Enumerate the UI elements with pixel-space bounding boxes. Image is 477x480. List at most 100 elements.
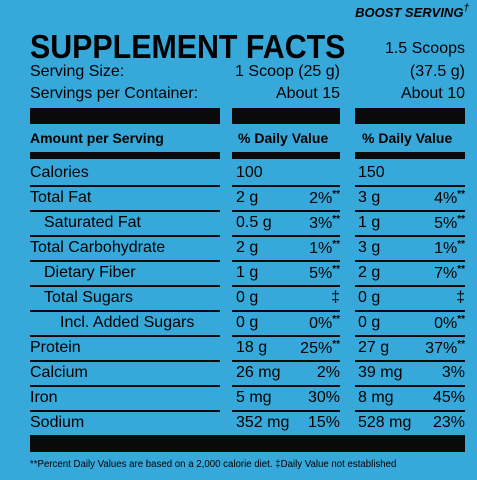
amount: 5 mg: [236, 389, 272, 406]
medium-bar: [30, 152, 220, 159]
boost-text: BOOST SERVING: [355, 5, 464, 20]
dv-value: 3%: [309, 215, 333, 232]
dv-value: 5%: [434, 215, 458, 232]
amount: 0 g: [358, 314, 381, 331]
dv-value: 2%: [309, 190, 333, 207]
row-rule: [355, 185, 465, 187]
nutrient-name: Total Sugars: [44, 289, 133, 306]
row-rule: [30, 235, 220, 237]
row-rule: [30, 410, 220, 412]
amount: 26 mg: [236, 364, 281, 381]
dv-mark: **: [332, 239, 340, 250]
dv-value: 1%: [309, 240, 333, 257]
nutrient-name: Sodium: [30, 414, 85, 431]
dv-header-1: % Daily Value: [238, 130, 329, 146]
nutrient-name: Iron: [30, 389, 58, 406]
amount: 27 g: [358, 339, 390, 356]
amount: 39 mg: [358, 364, 403, 381]
row-rule: [30, 260, 220, 262]
row-rule: [355, 335, 465, 337]
dv-value: 25%: [300, 340, 333, 357]
amount: 1 g: [236, 264, 259, 281]
thick-bar: [30, 108, 220, 124]
amount: 1 g: [358, 214, 381, 231]
amount: 8 mg: [358, 389, 394, 406]
daily-value: 23%: [433, 415, 465, 431]
boost-mark: †: [463, 3, 469, 14]
daily-value: 3%: [442, 365, 465, 381]
dv-value: 3%: [441, 364, 465, 381]
row-rule: [232, 310, 340, 312]
amount: 528 mg: [358, 414, 412, 431]
dv-value: 45%: [432, 389, 465, 406]
dv-mark: **: [332, 339, 340, 350]
medium-bar: [355, 152, 465, 159]
row-rule: [355, 410, 465, 412]
row-rule: [232, 385, 340, 387]
dv-value: 0%: [309, 315, 333, 332]
daily-value: 0%**: [309, 315, 340, 332]
boost-label: BOOST SERVING†: [355, 3, 469, 20]
row-rule: [355, 235, 465, 237]
dv-mark: **: [457, 239, 465, 250]
row-rule: [355, 210, 465, 212]
row-rule: [232, 210, 340, 212]
row-rule: [355, 285, 465, 287]
row-rule: [30, 335, 220, 337]
serving-size-1: 1 Scoop (25 g): [235, 63, 340, 80]
dv-value: 5%: [309, 265, 333, 282]
dv-value: 15%: [307, 414, 340, 431]
dv-mark: **: [457, 264, 465, 275]
dv-mark: **: [332, 314, 340, 325]
amount-header: Amount per Serving: [30, 130, 164, 146]
dv-value: ‡: [331, 289, 340, 306]
amount: 3 g: [358, 189, 381, 206]
dv-value: 1%: [434, 240, 458, 257]
row-rule: [30, 185, 220, 187]
nutrient-name: Saturated Fat: [44, 214, 141, 231]
dv-value: 0%: [434, 315, 458, 332]
row-rule: [355, 310, 465, 312]
daily-value: ‡: [456, 290, 465, 306]
daily-value: 25%**: [300, 340, 340, 357]
thick-bar: [232, 108, 340, 124]
daily-value: 30%: [308, 390, 340, 406]
row-rule: [232, 410, 340, 412]
bottom-bar: [30, 435, 465, 452]
amount: 150: [358, 164, 385, 181]
daily-value: 1%**: [309, 240, 340, 257]
dv-value: ‡: [456, 289, 465, 306]
daily-value: 3%**: [309, 215, 340, 232]
dv-header-2: % Daily Value: [362, 130, 453, 146]
daily-value: 7%**: [434, 265, 465, 282]
amount: 0 g: [236, 289, 259, 306]
amount: 0 g: [236, 314, 259, 331]
daily-value: 37%**: [425, 340, 465, 357]
nutrient-name: Total Carbohydrate: [30, 239, 166, 256]
row-rule: [30, 285, 220, 287]
amount: 2 g: [358, 264, 381, 281]
dv-mark: **: [332, 214, 340, 225]
amount: 100: [236, 164, 263, 181]
amount: 352 mg: [236, 414, 290, 431]
dv-mark: **: [457, 189, 465, 200]
dv-mark: **: [457, 214, 465, 225]
dv-mark: **: [457, 339, 465, 350]
dv-value: 4%: [434, 190, 458, 207]
row-rule: [232, 185, 340, 187]
medium-bar: [232, 152, 340, 159]
daily-value: 15%: [308, 415, 340, 431]
thick-bar: [355, 108, 465, 124]
footnote: **Percent Daily Values are based on a 2,…: [30, 458, 397, 470]
amount: 2 g: [236, 239, 259, 256]
serving-size-label: Serving Size:: [30, 63, 125, 80]
row-rule: [30, 310, 220, 312]
amount: 3 g: [358, 239, 381, 256]
nutrient-name: Calcium: [30, 364, 88, 381]
row-rule: [232, 235, 340, 237]
amount: 0 g: [358, 289, 381, 306]
row-rule: [232, 285, 340, 287]
daily-value: 4%**: [434, 190, 465, 207]
nutrient-name: Incl. Added Sugars: [60, 314, 195, 331]
